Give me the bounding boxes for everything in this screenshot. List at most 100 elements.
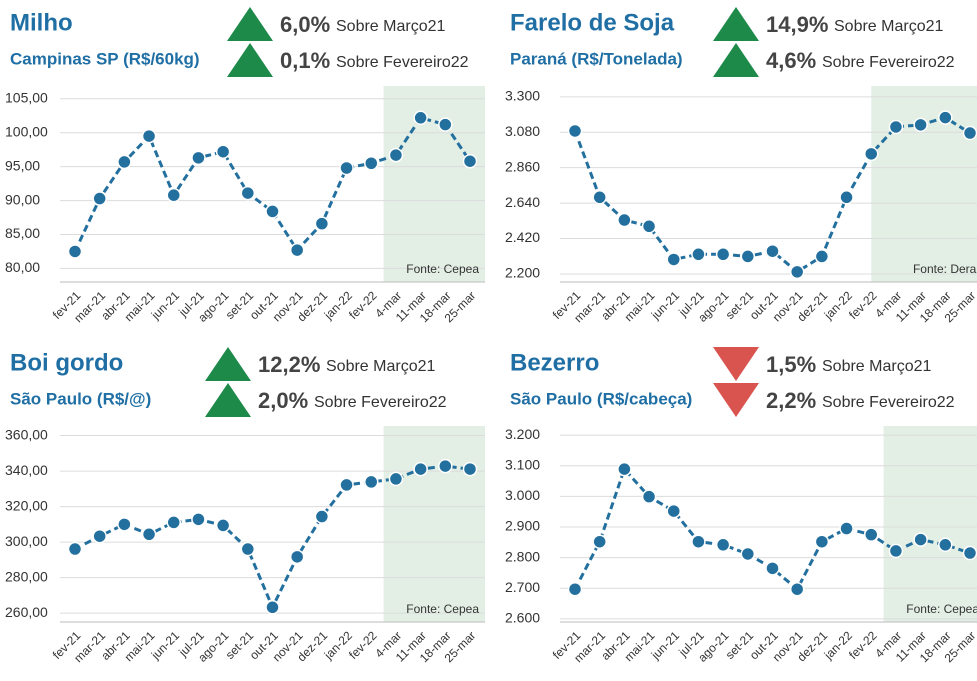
y-tick-label: 280,00	[5, 568, 48, 584]
chart-panel: Farelo de Soja Paraná (R$/Tonelada) 14,9% S…	[505, 7, 977, 325]
shaded-period	[383, 86, 485, 282]
data-point	[617, 212, 632, 228]
y-tick-label: 95,00	[5, 157, 40, 173]
y-tick-label: 340,00	[5, 462, 48, 478]
data-point	[240, 185, 256, 201]
chart-title: Boi gordo	[10, 349, 123, 376]
data-point	[567, 581, 583, 597]
data-point	[617, 461, 632, 477]
data-point	[314, 509, 330, 524]
data-point	[141, 128, 157, 144]
chart-subtitle: São Paulo (R$/@)	[10, 389, 151, 408]
data-point	[339, 477, 354, 493]
series-line	[73, 116, 472, 253]
data-point	[413, 110, 428, 126]
data-point	[265, 600, 280, 615]
y-tick-label: 3.000	[505, 487, 540, 503]
y-tick-label: 80,00	[5, 259, 40, 275]
change-value: 4,6%	[766, 48, 816, 73]
data-point	[765, 561, 780, 576]
data-point	[814, 249, 830, 264]
chart-panel: Bezerro São Paulo (R$/cabeça) 1,5% Sobre Ma…	[505, 347, 977, 665]
data-point	[765, 243, 780, 259]
y-tick-label: 2.700	[505, 579, 540, 595]
change-reference: Sobre Fevereiro22	[314, 394, 447, 411]
data-point	[691, 534, 706, 549]
y-tick-label: 105,00	[5, 89, 48, 105]
x-tick-label: jan-22	[321, 288, 355, 322]
data-point	[814, 534, 830, 549]
source: Fonte: Cepea	[406, 602, 479, 616]
y-tick-label: 2.900	[505, 518, 540, 534]
change-reference: Sobre Março21	[326, 358, 435, 375]
shaded-period	[871, 86, 977, 282]
data-point	[215, 144, 231, 159]
change-reference: Sobre Março21	[822, 358, 931, 375]
change-reference: Sobre Fevereiro22	[822, 394, 955, 411]
data-point	[789, 581, 805, 597]
data-point	[938, 110, 953, 125]
data-point	[413, 461, 428, 477]
data-point	[715, 537, 731, 553]
x-tick-label: jun-21	[148, 628, 182, 662]
data-point	[592, 190, 607, 205]
up-arrow	[227, 43, 273, 77]
data-point	[666, 252, 681, 267]
data-point	[289, 242, 305, 258]
data-point	[117, 517, 132, 532]
data-point	[462, 153, 478, 169]
x-tick-label: jan-22	[321, 628, 355, 662]
y-tick-label: 3.080	[505, 123, 540, 139]
data-point	[388, 471, 404, 487]
data-point	[215, 518, 231, 533]
chart-subtitle: São Paulo (R$/cabeça)	[510, 389, 692, 408]
data-point	[339, 160, 354, 176]
data-point	[691, 247, 706, 262]
data-point	[740, 249, 756, 264]
x-tick-label: fev-22	[846, 628, 880, 662]
y-tick-label: 3.200	[505, 426, 540, 442]
down-arrow	[713, 347, 759, 381]
up-arrow	[713, 43, 759, 77]
data-point	[641, 219, 657, 234]
chart-title: Farelo de Soja	[510, 9, 675, 36]
data-point	[191, 150, 206, 166]
change-reference: Sobre Março21	[336, 18, 445, 35]
x-tick-label: jan-22	[821, 288, 855, 322]
data-point	[67, 541, 83, 557]
data-point	[666, 503, 681, 519]
down-arrow	[713, 383, 759, 417]
x-tick-label: jun-21	[148, 288, 182, 322]
y-tick-label: 2.420	[505, 229, 540, 245]
chart-title: Bezerro	[510, 349, 599, 376]
data-point	[962, 545, 977, 561]
data-point	[864, 146, 879, 162]
data-point	[715, 247, 731, 262]
y-tick-label: 360,00	[5, 426, 48, 442]
y-tick-label: 90,00	[5, 191, 40, 207]
y-tick-label: 3.100	[505, 456, 540, 472]
y-tick-label: 2.800	[505, 548, 540, 564]
data-point	[864, 527, 879, 542]
change-value: 2,0%	[258, 388, 308, 413]
change-value: 1,5%	[766, 352, 816, 377]
x-tick-label: fev-22	[346, 288, 380, 322]
chart-panel: Boi gordo São Paulo (R$/@) 12,2% Sobre Març…	[5, 347, 485, 665]
data-point	[938, 537, 953, 553]
chart-panel: Milho Campinas SP (R$/60kg) 6,0% Sobre Març…	[5, 7, 485, 325]
source: Fonte: Cepea	[906, 602, 977, 616]
y-tick-label: 320,00	[5, 497, 48, 513]
data-point	[462, 461, 478, 477]
shaded-period	[383, 426, 485, 622]
up-arrow	[205, 347, 251, 381]
source: Fonte: Cepea	[406, 262, 479, 276]
data-point	[240, 541, 256, 557]
data-point	[962, 125, 977, 141]
data-point	[641, 489, 657, 504]
y-tick-label: 85,00	[5, 225, 40, 241]
data-point	[438, 117, 453, 132]
shaded-period	[883, 426, 977, 622]
x-tick-label: jun-21	[648, 288, 682, 322]
source: Fonte: Deral	[913, 262, 977, 276]
data-point	[364, 156, 379, 171]
